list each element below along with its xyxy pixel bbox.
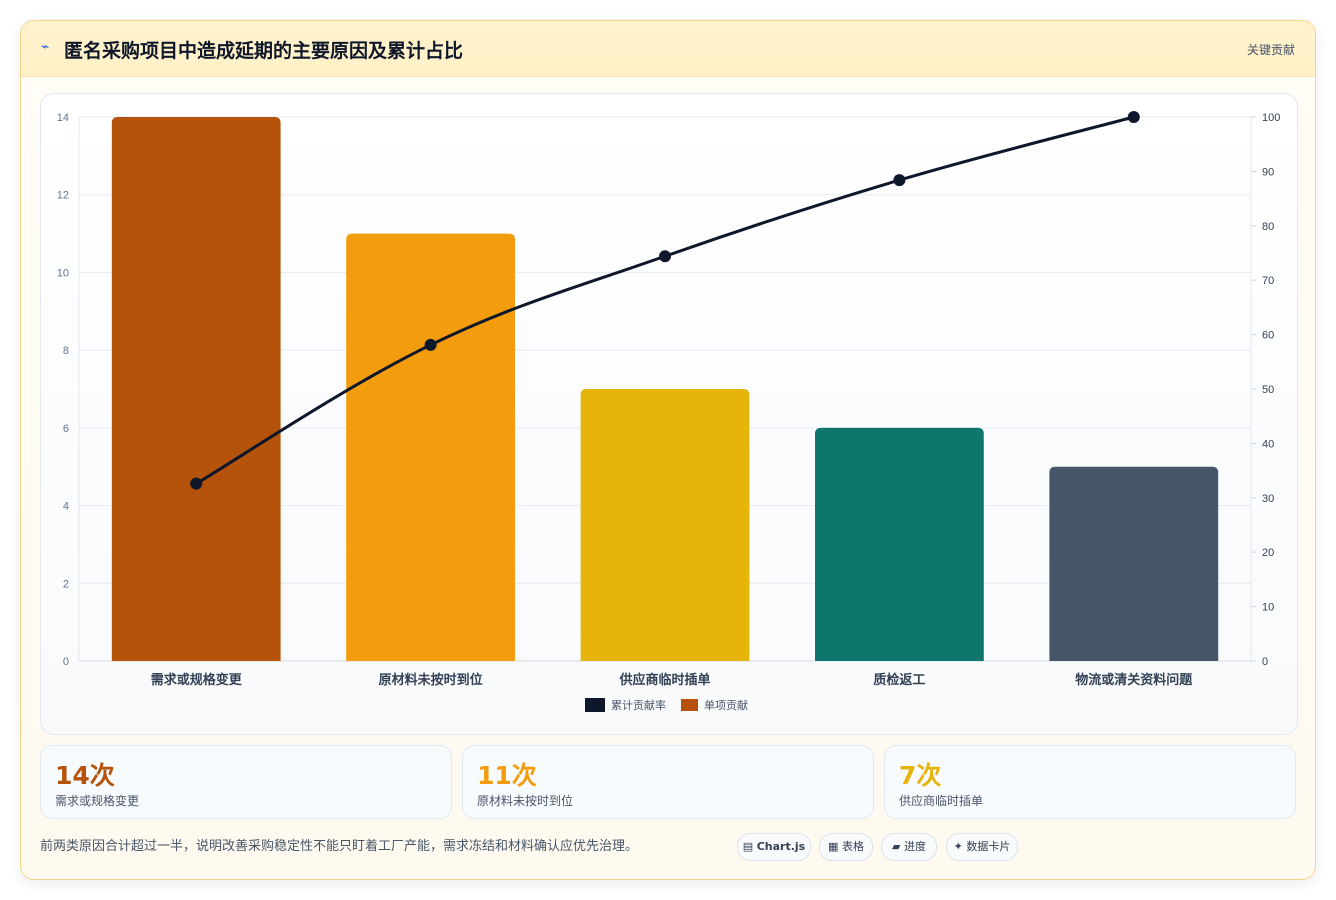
- summary-note: 前两类原因合计超过一半，说明改善采购稳定性不能只盯着工厂产能，需求冻结和材料确认…: [40, 839, 639, 854]
- y-tick-label: 10: [57, 267, 69, 279]
- stat-label: 供应商临时插单: [899, 794, 984, 808]
- cumulative-point: [659, 250, 671, 263]
- cumulative-point: [893, 174, 906, 187]
- y2-tick-label: 50: [1262, 384, 1274, 396]
- y2-tick-label: 90: [1262, 166, 1274, 178]
- y-tick-label: 4: [63, 501, 69, 513]
- chart-card: ⌁ 匿名采购项目中造成延期的主要原因及累计占比 关键贡献 0 2 4 6 8 10 12 14…: [20, 20, 1316, 880]
- pill-label: Chart.js: [756, 840, 806, 853]
- chart-title: 匿名采购项目中造成延期的主要原因及累计占比: [64, 40, 464, 62]
- y2-tick-label: 0: [1262, 656, 1268, 668]
- legend-swatch-bar: [681, 699, 698, 711]
- chart-panel: 0 2 4 6 8 10 12 14 0 10 20 30 40 50 60 70 80 90 100 需求或规格变更…: [40, 93, 1298, 735]
- bar: [346, 233, 515, 662]
- cumulative-point: [190, 477, 203, 490]
- stat-card-3: 7次 供应商临时插单: [884, 745, 1296, 819]
- bar: [1049, 466, 1219, 661]
- sparkle-icon: ✦: [953, 840, 963, 853]
- pareto-chart: 0 2 4 6 8 10 12 14 0 10 20 30 40 50 60 70 80 90 100 需求或规格变更…: [57, 111, 1280, 712]
- table-icon: ▦: [828, 840, 839, 853]
- y2-tick-label: 10: [1262, 602, 1274, 614]
- stat-card-1: 14次 需求或规格变更: [40, 745, 452, 819]
- stat-value: 7次: [899, 761, 942, 790]
- bar: [815, 427, 984, 661]
- y-tick-label: 6: [63, 423, 69, 435]
- bar: [580, 389, 750, 661]
- y-tick-label: 2: [63, 578, 69, 590]
- y-tick-label: 12: [57, 190, 69, 202]
- stat-value: 14次: [55, 761, 115, 790]
- progress-icon: ▰: [892, 840, 901, 853]
- legend-label-bar: 单项贡献: [704, 698, 748, 712]
- bar: [111, 117, 281, 661]
- y2-tick-label: 20: [1262, 547, 1274, 559]
- y2-tick-label: 60: [1262, 330, 1274, 342]
- progress-pill[interactable]: ▰ 进度: [881, 833, 937, 861]
- y2-tick-label: 80: [1262, 221, 1274, 233]
- chart-icon: ▤: [742, 840, 754, 853]
- y2-tick-label: 30: [1262, 493, 1274, 505]
- stat-label: 原材料未按时到位: [477, 794, 574, 808]
- chartjs-pill[interactable]: ▤ Chart.js: [737, 833, 811, 861]
- stat-card-2: 11次 原材料未按时到位: [462, 745, 874, 819]
- x-tick-label: 质检返工: [873, 672, 925, 688]
- legend-swatch-line: [585, 698, 605, 712]
- x-tick-label: 供应商临时插单: [618, 672, 710, 688]
- x-tick-label: 需求或规格变更: [151, 672, 243, 688]
- lightning-icon: ⌁: [41, 39, 50, 55]
- y2-tick-label: 40: [1262, 438, 1274, 450]
- pill-label: 进度: [903, 840, 926, 853]
- stat-value: 11次: [477, 761, 537, 790]
- x-tick-label: 原材料未按时到位: [379, 672, 483, 688]
- card-header: ⌁ 匿名采购项目中造成延期的主要原因及累计占比 关键贡献: [21, 21, 1315, 77]
- y-tick-label: 8: [63, 345, 69, 357]
- legend-label-line: 累计贡献率: [611, 698, 666, 712]
- y-tick-label: 0: [63, 656, 69, 668]
- y2-tick-label: 100: [1262, 112, 1280, 124]
- pill-label: 数据卡片: [966, 840, 1011, 853]
- x-tick-label: 物流或清关资料问题: [1075, 672, 1193, 688]
- header-tag[interactable]: 关键贡献: [1246, 43, 1295, 57]
- data-card-pill[interactable]: ✦ 数据卡片: [946, 833, 1018, 861]
- y-tick-label: 14: [57, 112, 69, 124]
- stat-label: 需求或规格变更: [55, 794, 140, 808]
- pill-label: 表格: [841, 840, 864, 853]
- cumulative-point: [1127, 111, 1140, 123]
- y2-tick-label: 70: [1262, 275, 1274, 287]
- cumulative-point: [424, 338, 437, 351]
- table-pill[interactable]: ▦ 表格: [819, 833, 873, 861]
